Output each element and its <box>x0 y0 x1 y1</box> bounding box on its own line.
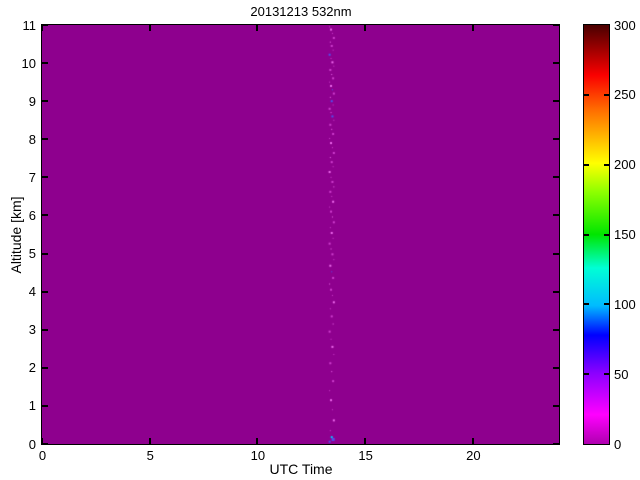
tick-mark <box>471 438 474 444</box>
colorbar-tick-label: 0 <box>614 436 622 452</box>
tick-mark <box>42 62 48 65</box>
tick-mark <box>42 443 48 445</box>
x-axis-label: UTC Time <box>269 461 333 477</box>
y-tick-label: 2 <box>28 360 36 376</box>
tick-mark <box>42 328 48 331</box>
tick-mark <box>42 100 48 103</box>
heatmap-canvas <box>42 25 559 444</box>
tick-mark <box>42 138 48 141</box>
tick-mark <box>42 252 48 255</box>
tick-mark <box>553 62 559 65</box>
tick-mark <box>553 100 559 103</box>
tick-mark <box>256 25 259 31</box>
colorbar-tick-label: 200 <box>614 157 636 173</box>
tick-mark <box>604 163 609 166</box>
tick-mark <box>604 303 609 306</box>
x-tick-label: 15 <box>358 448 373 463</box>
tick-mark <box>364 438 367 444</box>
y-tick-label: 3 <box>28 322 36 338</box>
y-axis-label: Altitude [km] <box>8 196 24 274</box>
tick-mark <box>604 233 609 236</box>
tick-mark <box>553 328 559 331</box>
tick-mark <box>42 214 48 217</box>
y-tick-label: 0 <box>28 436 36 452</box>
tick-mark <box>41 438 43 444</box>
plot-title: 20131213 532nm <box>250 4 352 19</box>
tick-mark <box>553 443 559 445</box>
tick-mark <box>553 252 559 255</box>
colorbar-tick-label: 150 <box>614 227 636 242</box>
tick-mark <box>471 25 474 31</box>
tick-mark <box>364 25 367 31</box>
tick-mark <box>42 290 48 293</box>
tick-mark <box>584 163 589 166</box>
tick-mark <box>584 233 589 236</box>
tick-mark <box>553 24 559 26</box>
tick-mark <box>553 366 559 369</box>
x-tick-label: 20 <box>466 448 481 463</box>
y-tick-label: 6 <box>28 207 36 223</box>
tick-mark <box>553 214 559 217</box>
y-tick-label: 4 <box>28 284 36 300</box>
tick-mark <box>553 290 559 293</box>
colorbar-tick-label: 50 <box>614 366 629 382</box>
tick-mark <box>148 438 151 444</box>
tick-mark <box>553 404 559 407</box>
tick-mark <box>42 176 48 179</box>
tick-mark <box>604 373 609 376</box>
y-tick-label: 5 <box>28 246 36 262</box>
colorbar-tick-label: 100 <box>614 296 636 312</box>
y-tick-label: 8 <box>28 131 36 147</box>
x-tick-label: 5 <box>146 448 154 463</box>
y-tick-label: 1 <box>28 398 36 414</box>
colorbar-tick-label: 300 <box>614 17 636 33</box>
x-tick-label: 0 <box>38 448 47 463</box>
y-tick-label: 7 <box>28 169 36 185</box>
tick-mark <box>256 438 259 444</box>
tick-mark <box>584 303 589 306</box>
tick-mark <box>604 93 609 96</box>
y-tick-label: 10 <box>21 55 36 71</box>
y-tick-label: 11 <box>22 17 37 33</box>
tick-mark <box>553 138 559 141</box>
tick-mark <box>584 93 589 96</box>
tick-mark <box>41 25 43 31</box>
tick-mark <box>584 373 589 376</box>
y-tick-label: 9 <box>28 93 36 109</box>
colorbar <box>583 24 610 445</box>
plot-area <box>41 24 560 445</box>
colorbar-tick-label: 250 <box>614 87 636 103</box>
tick-mark <box>148 25 151 31</box>
tick-mark <box>553 176 559 179</box>
tick-mark <box>42 24 48 26</box>
x-tick-label: 10 <box>250 448 266 463</box>
tick-mark <box>42 366 48 369</box>
tick-mark <box>42 404 48 407</box>
